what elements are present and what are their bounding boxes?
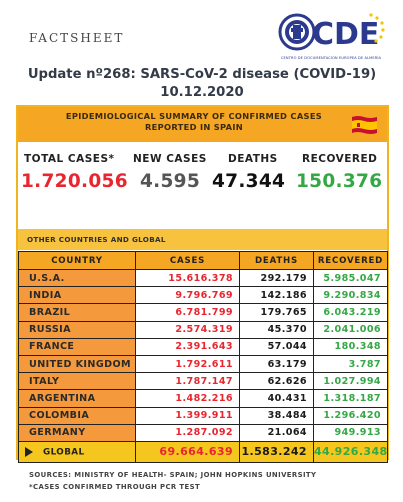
recovered-value: 180.348 bbox=[313, 337, 388, 356]
cases-value: 1.787.147 bbox=[135, 372, 240, 391]
table-row: U.S.A. 15.616.378 292.179 5.985.047 bbox=[18, 268, 388, 288]
recovered-value: 1.318.187 bbox=[313, 389, 388, 408]
spain-summary-band bbox=[18, 107, 387, 142]
countries-table: COUNTRY CASES DEATHS RECOVERED U.S.A. 15… bbox=[18, 251, 388, 463]
table-header-row: COUNTRY CASES DEATHS RECOVERED bbox=[18, 251, 388, 270]
total-cases-value: 1.720.056 bbox=[21, 171, 128, 192]
column-header-deaths: DEATHS bbox=[239, 251, 314, 270]
cases-value: 1.482.216 bbox=[135, 389, 240, 408]
new-cases-value: 4.595 bbox=[140, 171, 201, 192]
table-row: FRANCE 2.391.643 57.044 180.348 bbox=[18, 337, 388, 356]
deaths-value: 40.431 bbox=[239, 389, 314, 408]
recovered-value: 1.296.420 bbox=[313, 406, 388, 425]
logo-subtitle: CENTRO DE DOCUMENTACIÓN EUROPEA DE ALMER… bbox=[280, 56, 382, 60]
pcr-footnote: *CASES CONFIRMED THROUGH PCR TEST bbox=[29, 483, 201, 491]
table-row: ITALY 1.787.147 62.626 1.027.994 bbox=[18, 372, 388, 391]
country-name: ARGENTINA bbox=[18, 389, 136, 408]
cases-value: 1.792.611 bbox=[135, 354, 240, 374]
table-row: UNITED KINGDOM 1.792.611 63.179 3.787 bbox=[18, 354, 388, 374]
table-row: ARGENTINA 1.482.216 40.431 1.318.187 bbox=[18, 389, 388, 408]
total-cases-label: TOTAL CASES* bbox=[24, 153, 115, 165]
country-name: FRANCE bbox=[18, 337, 136, 356]
deaths-value: 62.626 bbox=[239, 372, 314, 391]
global-label: GLOBAL bbox=[43, 447, 85, 458]
column-header-cases: CASES bbox=[135, 251, 240, 270]
factsheet-label: FACTSHEET bbox=[29, 31, 125, 45]
recovered-value: 6.043.219 bbox=[313, 303, 388, 322]
country-name: INDIA bbox=[18, 286, 136, 305]
deaths-value: 21.064 bbox=[239, 423, 314, 442]
country-name: UNITED KINGDOM bbox=[18, 354, 136, 374]
deaths-value: 63.179 bbox=[239, 354, 314, 374]
cases-value: 15.616.378 bbox=[135, 268, 240, 288]
country-name: U.S.A. bbox=[18, 268, 136, 288]
table-row: INDIA 9.796.769 142.186 9.290.834 bbox=[18, 286, 388, 305]
deaths-value: 38.484 bbox=[239, 406, 314, 425]
deaths-value: 179.765 bbox=[239, 303, 314, 322]
cases-value: 9.796.769 bbox=[135, 286, 240, 305]
column-header-country: COUNTRY bbox=[18, 251, 136, 270]
global-recovered-value: 44.926.348 bbox=[313, 440, 388, 463]
cases-value: 6.781.799 bbox=[135, 303, 240, 322]
country-name: GERMANY bbox=[18, 423, 136, 442]
other-countries-band bbox=[18, 229, 387, 250]
deaths-value: 47.344 bbox=[212, 171, 286, 192]
deaths-value: 142.186 bbox=[239, 286, 314, 305]
deaths-value: 57.044 bbox=[239, 337, 314, 356]
country-name: RUSSIA bbox=[18, 320, 136, 339]
cases-value: 2.574.319 bbox=[135, 320, 240, 339]
cde-logo: CDE bbox=[278, 13, 385, 52]
recovered-value: 150.376 bbox=[296, 171, 383, 192]
cases-value: 1.399.911 bbox=[135, 406, 240, 425]
sources-note: SOURCES: MINISTRY OF HEALTH- SPAIN; JOHN… bbox=[29, 471, 317, 479]
recovered-label: RECOVERED bbox=[302, 153, 378, 165]
recovered-value: 5.985.047 bbox=[313, 268, 388, 288]
page-title: Update nº268: SARS-CoV-2 disease (COVID-… bbox=[27, 67, 377, 100]
global-row: GLOBAL 69.664.639 1.583.242 44.926.348 bbox=[18, 440, 388, 463]
other-countries-heading: OTHER COUNTRIES AND GLOBAL bbox=[27, 235, 166, 244]
table-row: COLOMBIA 1.399.911 38.484 1.296.420 bbox=[18, 406, 388, 425]
table-row: BRAZIL 6.781.799 179.765 6.043.219 bbox=[18, 303, 388, 322]
global-cases-value: 69.664.639 bbox=[135, 440, 240, 463]
logo-text: CDE bbox=[312, 17, 379, 52]
cases-value: 2.391.643 bbox=[135, 337, 240, 356]
recovered-value: 949.913 bbox=[313, 423, 388, 442]
new-cases-label: NEW CASES bbox=[133, 153, 207, 165]
column-header-recovered: RECOVERED bbox=[313, 251, 388, 270]
global-deaths-value: 1.583.242 bbox=[239, 440, 314, 463]
deaths-value: 292.179 bbox=[239, 268, 314, 288]
recovered-value: 9.290.834 bbox=[313, 286, 388, 305]
cases-value: 1.287.092 bbox=[135, 423, 240, 442]
recovered-value: 3.787 bbox=[313, 354, 388, 374]
country-name: ITALY bbox=[18, 372, 136, 391]
table-row: RUSSIA 2.574.319 45.370 2.041.006 bbox=[18, 320, 388, 339]
deaths-label: DEATHS bbox=[228, 153, 278, 165]
arrow-right-icon bbox=[25, 446, 33, 457]
table-row: GERMANY 1.287.092 21.064 949.913 bbox=[18, 423, 388, 442]
deaths-value: 45.370 bbox=[239, 320, 314, 339]
country-name: COLOMBIA bbox=[18, 406, 136, 425]
country-name: BRAZIL bbox=[18, 303, 136, 322]
recovered-value: 1.027.994 bbox=[313, 372, 388, 391]
spain-flag-icon bbox=[352, 116, 377, 134]
recovered-value: 2.041.006 bbox=[313, 320, 388, 339]
spain-summary-heading: EPIDEMIOLOGICAL SUMMARY OF CONFIRMED CAS… bbox=[65, 111, 323, 132]
